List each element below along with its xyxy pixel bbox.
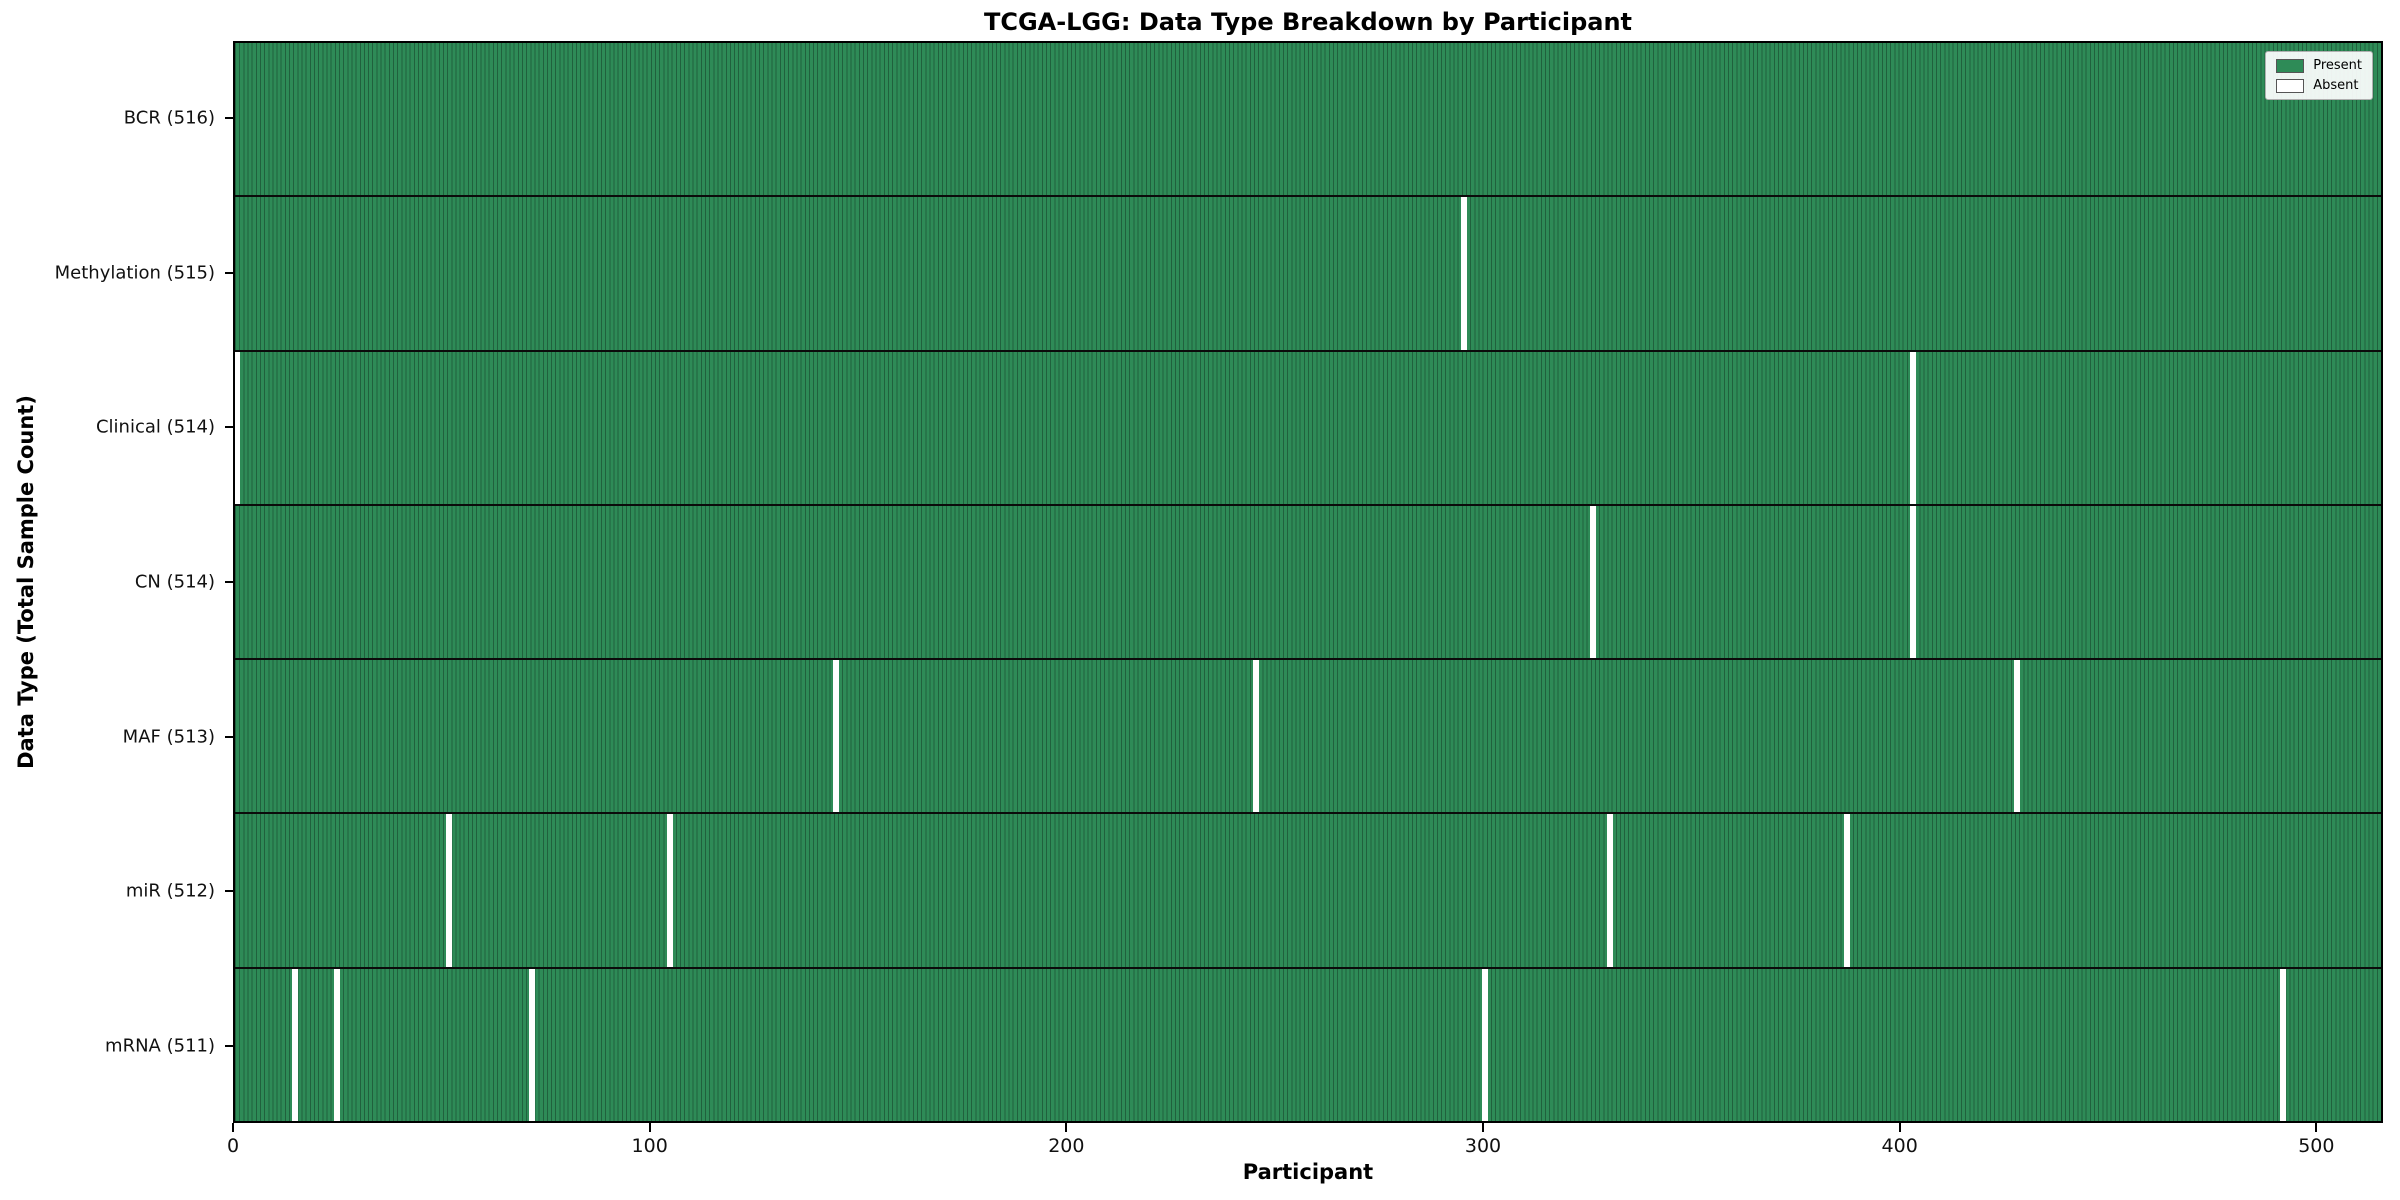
x-tick-mark (1482, 1123, 1484, 1132)
y-tick-mark (225, 581, 233, 583)
absent-line (292, 968, 299, 1121)
absent-line (1460, 197, 1467, 350)
legend: Present Absent (2265, 51, 2373, 100)
legend-label: Absent (2313, 78, 2359, 93)
y-tick-label: miR (512) (125, 880, 215, 902)
heatmap-row (235, 966, 2381, 1121)
x-tick-label: 200 (1048, 1135, 1085, 1157)
y-tick-mark (225, 426, 233, 429)
legend-swatch (2276, 78, 2305, 93)
y-tick-label: mRNA (511) (105, 1035, 215, 1057)
x-tick-label: 300 (1464, 1135, 1502, 1157)
absent-line (1843, 814, 1850, 967)
y-axis-ticks: BCR (516) Methylation (515) Clinical (514)… (0, 41, 233, 1123)
x-tick-mark (648, 1123, 651, 1132)
heatmap-rows-container (235, 43, 2381, 1121)
absent-line (446, 814, 453, 967)
absent-line (333, 968, 340, 1121)
x-tick-mark (2315, 1123, 2318, 1132)
x-tick-label: 500 (2298, 1135, 2335, 1157)
heatmap-row (235, 812, 2381, 967)
absent-line (235, 351, 241, 504)
x-tick-label: 0 (226, 1135, 240, 1157)
absent-line (666, 814, 673, 967)
y-tick-label: Methylation (515) (54, 262, 215, 284)
y-tick-mark (225, 1044, 233, 1047)
absent-line (1253, 660, 1259, 813)
absent-line (1910, 351, 1917, 504)
y-tick-label: BCR (516) (123, 107, 215, 129)
chart-title: TCGA-LGG: Data Type Breakdown by Partici… (983, 8, 1633, 36)
x-tick-mark (232, 1123, 234, 1132)
y-tick-label: CN (514) (134, 571, 215, 593)
x-tick-label: 100 (631, 1135, 668, 1157)
absent-line (529, 968, 536, 1121)
heatmap-row (235, 503, 2381, 659)
absent-line (1606, 814, 1613, 967)
x-tick-label: 400 (1881, 1135, 1918, 1157)
heatmap-row (235, 349, 2381, 504)
legend-item: Present (2276, 58, 2362, 73)
y-tick-label: Clinical (514) (95, 416, 215, 438)
legend-label: Present (2313, 58, 2362, 73)
y-tick-mark (225, 117, 233, 120)
plot-area: Present Absent (233, 41, 2383, 1123)
absent-line (1910, 505, 1917, 659)
x-axis-label: Participant (1242, 1160, 1374, 1184)
absent-line (2014, 660, 2021, 813)
heatmap-row (235, 658, 2381, 813)
absent-line (832, 660, 839, 813)
heatmap-row (235, 195, 2381, 350)
legend-item: Absent (2276, 78, 2362, 93)
y-tick-label: MAF (513) (122, 726, 215, 748)
absent-line (1589, 505, 1596, 659)
absent-line (1481, 968, 1488, 1121)
y-tick-mark (225, 271, 233, 274)
x-tick-mark (1065, 1123, 1068, 1132)
y-tick-mark (225, 890, 233, 893)
legend-swatch (2276, 58, 2305, 73)
x-axis-ticks: 0 100 200 300 400 500 (227, 1123, 2383, 1163)
y-tick-mark (225, 735, 233, 738)
x-tick-mark (1898, 1123, 1901, 1132)
absent-line (2280, 968, 2287, 1121)
heatmap-row (235, 43, 2381, 196)
